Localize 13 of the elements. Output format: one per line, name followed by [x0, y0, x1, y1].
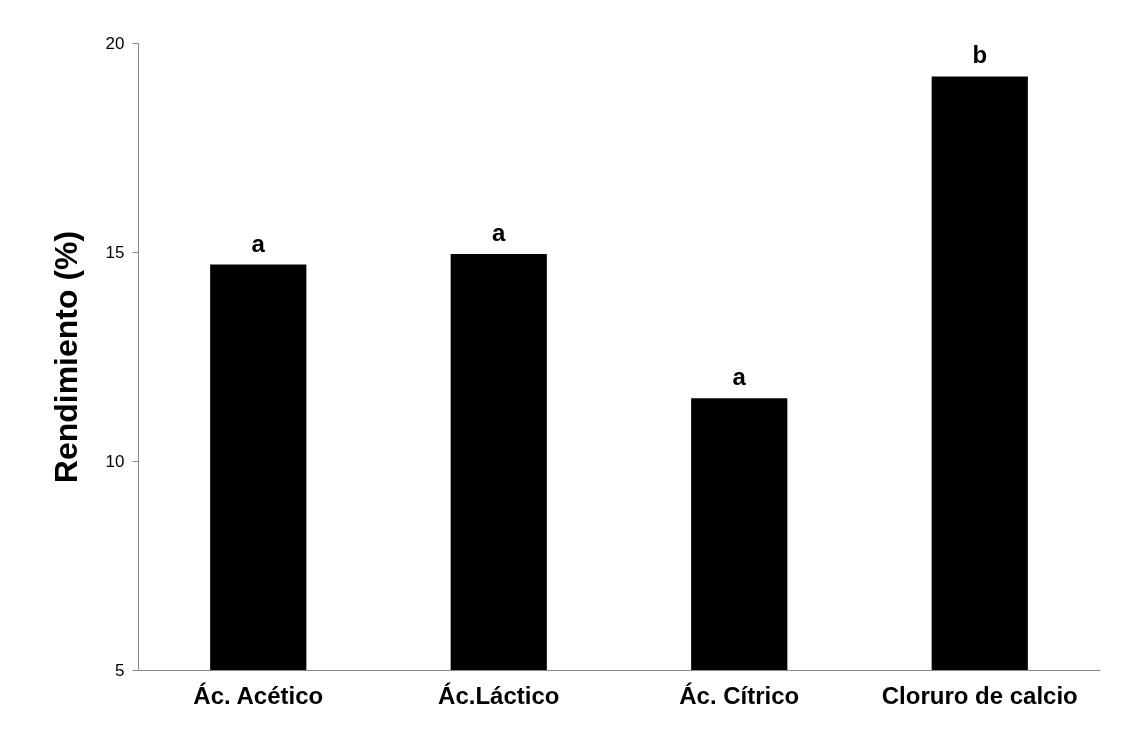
- annotation: a: [251, 229, 266, 257]
- x-tick-label: Ác.Láctico: [438, 681, 560, 709]
- annotation: a: [732, 363, 747, 391]
- y-tick-label: 20: [105, 33, 125, 53]
- y-tick-label: 5: [115, 660, 125, 680]
- x-tick-label: Ác. Acético: [193, 681, 324, 709]
- y-axis-title: Rendimiento (%): [47, 230, 84, 484]
- x-tick-label: Cloruro de calcio: [881, 681, 1078, 709]
- y-tick-label: 10: [105, 451, 125, 471]
- annotation: a: [492, 219, 507, 247]
- y-tick-label: 15: [105, 242, 125, 262]
- annotation: b: [972, 41, 988, 69]
- x-tick-label: Ác. Cítrico: [679, 681, 800, 709]
